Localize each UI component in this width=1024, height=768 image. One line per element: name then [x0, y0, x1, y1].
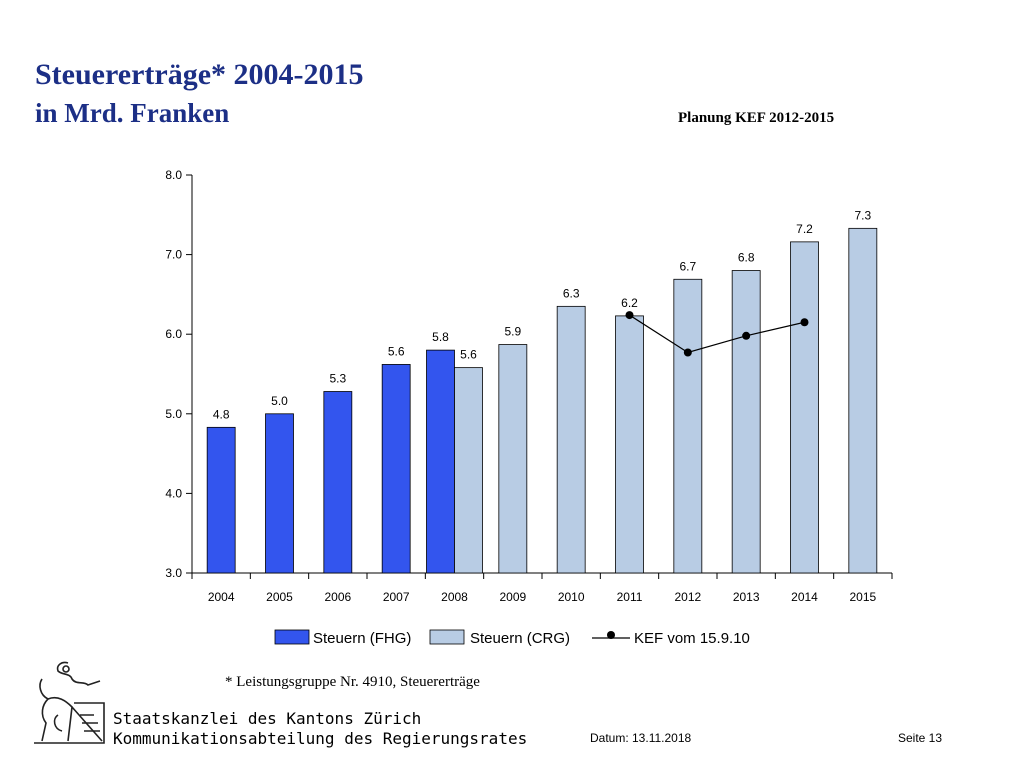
chart-line — [625, 311, 809, 357]
date-label: Datum: 13.11.2018 — [590, 731, 692, 745]
crg-data-label: 6.2 — [621, 296, 638, 310]
y-tick-label: 6.0 — [165, 327, 182, 341]
x-tick-label: 2008 — [441, 590, 468, 604]
crg-bar — [790, 241, 819, 574]
kef-point — [800, 318, 809, 327]
legend-label-crg: Steuern (CRG) — [470, 630, 570, 647]
planning-label: Planung KEF 2012-2015 — [678, 110, 835, 126]
fhg-data-label: 5.6 — [388, 344, 405, 358]
org-name-line-2: Kommunikationsabteilung des Regierungsra… — [113, 729, 528, 748]
crg-bar — [848, 227, 878, 574]
chart-data-labels: 4.8 5.0 5.3 5.6 5.8 5.6 5.9 6.3 6.2 6.7 6.8 7.2 7.3 — [213, 208, 872, 421]
page-number: Seite 13 — [898, 731, 943, 745]
crg-data-label: 5.9 — [504, 325, 521, 339]
x-tick-label: 2015 — [849, 590, 876, 604]
crg-bar — [673, 278, 703, 574]
crg-bar — [731, 270, 761, 574]
y-tick-label: 7.0 — [165, 248, 182, 262]
fhg-data-label: 5.3 — [329, 372, 346, 386]
kef-point — [683, 348, 692, 357]
chart-bars — [206, 227, 878, 574]
chart-legend: Steuern (FHG) Steuern (CRG) KEF vom 15.9.1… — [274, 629, 750, 647]
fhg-bar — [323, 391, 353, 574]
fhg-bar — [381, 364, 411, 574]
crg-bar — [556, 305, 586, 574]
crg-data-label: 6.8 — [738, 251, 755, 265]
org-name-line-1: Staatskanzlei des Kantons Zürich — [113, 709, 422, 728]
x-tick-label: 2005 — [266, 590, 293, 604]
x-tick-label: 2010 — [558, 590, 585, 604]
page-title: Steuererträge* 2004-2015 — [35, 58, 364, 91]
y-tick-label: 3.0 — [165, 566, 182, 580]
legend-label-fhg: Steuern (FHG) — [313, 630, 411, 647]
chart-axes: 3.0 4.0 5.0 6.0 7.0 8.0 2004 2005 2006 2007 2008 20… — [165, 168, 893, 604]
x-tick-label: 2007 — [383, 590, 410, 604]
fhg-data-label: 5.0 — [271, 394, 288, 408]
kef-point — [742, 331, 751, 340]
kef-point — [625, 311, 634, 320]
crg-bar — [615, 315, 644, 574]
crg-data-label: 7.2 — [796, 222, 813, 236]
y-tick-label: 5.0 — [165, 407, 182, 421]
x-tick-label: 2012 — [674, 590, 701, 604]
x-tick-label: 2004 — [208, 590, 235, 604]
legend-swatch-fhg — [274, 629, 310, 645]
crg-data-label: 7.3 — [854, 208, 871, 222]
fhg-bar — [206, 426, 236, 574]
x-tick-label: 2013 — [733, 590, 760, 604]
crg-bar — [454, 367, 483, 574]
x-tick-label: 2009 — [499, 590, 526, 604]
y-tick-label: 8.0 — [165, 168, 182, 182]
tax-revenue-chart: 3.0 4.0 5.0 6.0 7.0 8.0 2004 2005 2006 2007 2008 20… — [165, 168, 893, 647]
crg-data-label: 6.3 — [563, 286, 580, 300]
crg-bar — [498, 344, 528, 574]
crg-data-label: 5.6 — [460, 348, 477, 362]
crg-data-label: 6.7 — [679, 259, 696, 273]
page-subtitle: in Mrd. Franken — [35, 98, 230, 128]
x-tick-label: 2014 — [791, 590, 818, 604]
legend-swatch-crg — [429, 629, 465, 645]
x-tick-label: 2006 — [324, 590, 351, 604]
fhg-bar — [265, 413, 294, 574]
legend-swatch-kef-point — [607, 631, 615, 639]
kef-line — [629, 314, 805, 354]
fhg-data-label: 5.8 — [432, 330, 449, 344]
x-tick-label: 2011 — [617, 590, 643, 604]
fhg-data-label: 4.8 — [213, 407, 230, 421]
legend-label-kef: KEF vom 15.9.10 — [634, 630, 750, 647]
y-tick-label: 4.0 — [165, 486, 182, 500]
footnote: * Leistungsgruppe Nr. 4910, Steuererträg… — [225, 674, 480, 690]
fhg-bar — [426, 349, 455, 574]
canton-zurich-logo-icon — [34, 661, 105, 744]
